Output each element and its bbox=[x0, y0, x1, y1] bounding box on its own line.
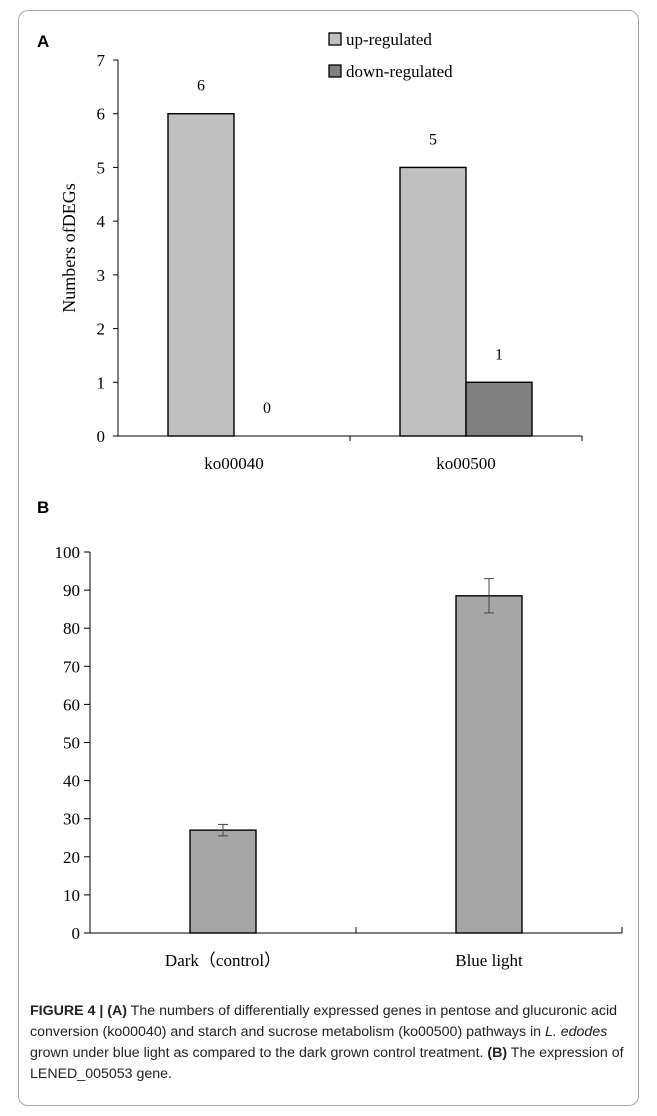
bar bbox=[399, 166, 467, 437]
y-tick-label: 0 bbox=[97, 427, 106, 446]
caption-label: FIGURE 4 | bbox=[30, 1003, 104, 1019]
y-axis-title: Numbers ofDEGs bbox=[59, 183, 79, 312]
chart-a: 0 1 2 3 4 5 6 7 ko00040 6 0 ko00500 5 1 up-regulated do… bbox=[59, 30, 583, 473]
y-tick-label: 50 bbox=[63, 734, 80, 753]
bar bbox=[465, 381, 533, 437]
y-tick-label: 10 bbox=[63, 886, 80, 905]
y-tick-label: 6 bbox=[97, 105, 106, 124]
figure-canvas: A 01234567ko0004060ko0050051up-regulated… bbox=[37, 30, 623, 970]
y-tick-label: 4 bbox=[97, 212, 106, 231]
panel-b-letter: B bbox=[37, 498, 49, 517]
y-tick-label: 7 bbox=[97, 51, 106, 70]
y-tick-label: 80 bbox=[63, 619, 80, 638]
y-tick-label: 0 bbox=[72, 924, 81, 943]
legend-label: down-regulated bbox=[346, 62, 453, 81]
y-tick-label: 3 bbox=[97, 266, 106, 285]
bar bbox=[455, 595, 523, 934]
y-tick-label: 20 bbox=[63, 848, 80, 867]
legend-label: up-regulated bbox=[346, 30, 432, 49]
caption-text-1: The numbers of differentially expressed … bbox=[30, 1003, 618, 1040]
y-tick-label: 1 bbox=[97, 373, 106, 392]
y-tick-label: 30 bbox=[63, 810, 80, 829]
legend-swatch bbox=[328, 32, 342, 46]
data-label: 1 bbox=[495, 346, 503, 363]
x-tick-label: ko00500 bbox=[436, 454, 496, 473]
x-tick-label: Dark（control） bbox=[165, 951, 281, 970]
y-tick-label: 100 bbox=[55, 543, 81, 562]
caption-text-2: grown under blue light as compared to th… bbox=[30, 1045, 488, 1061]
chart-b: 0 10 20 30 40 50 60 70 80 90 100 Dark（control） Blue … bbox=[55, 543, 623, 970]
x-tick-label: ko00040 bbox=[204, 454, 264, 473]
data-label: 6 bbox=[197, 78, 205, 95]
caption-marker-a: (A) bbox=[107, 1003, 127, 1019]
x-tick-label: Blue light bbox=[455, 951, 523, 970]
y-tick-label: 70 bbox=[63, 657, 80, 676]
bar bbox=[189, 829, 257, 934]
caption-marker-b: (B) bbox=[487, 1045, 508, 1061]
figure-caption: FIGURE 4 | (A) The numbers of differenti… bbox=[30, 1001, 633, 1085]
bar bbox=[167, 113, 235, 437]
data-label: 5 bbox=[429, 131, 437, 148]
y-tick-label: 2 bbox=[97, 320, 106, 339]
figure-frame bbox=[18, 10, 639, 1106]
y-tick-label: 40 bbox=[63, 772, 80, 791]
legend-swatch bbox=[328, 64, 342, 78]
y-tick-label: 90 bbox=[63, 581, 80, 600]
data-label: 0 bbox=[263, 400, 271, 417]
y-tick-label: 5 bbox=[97, 158, 106, 177]
y-tick-label: 60 bbox=[63, 695, 80, 714]
panel-a-letter: A bbox=[37, 32, 49, 51]
caption-text-3: The expression of LENED_005053 gene. bbox=[30, 1045, 624, 1082]
caption-species: L. edodes bbox=[544, 1024, 608, 1040]
